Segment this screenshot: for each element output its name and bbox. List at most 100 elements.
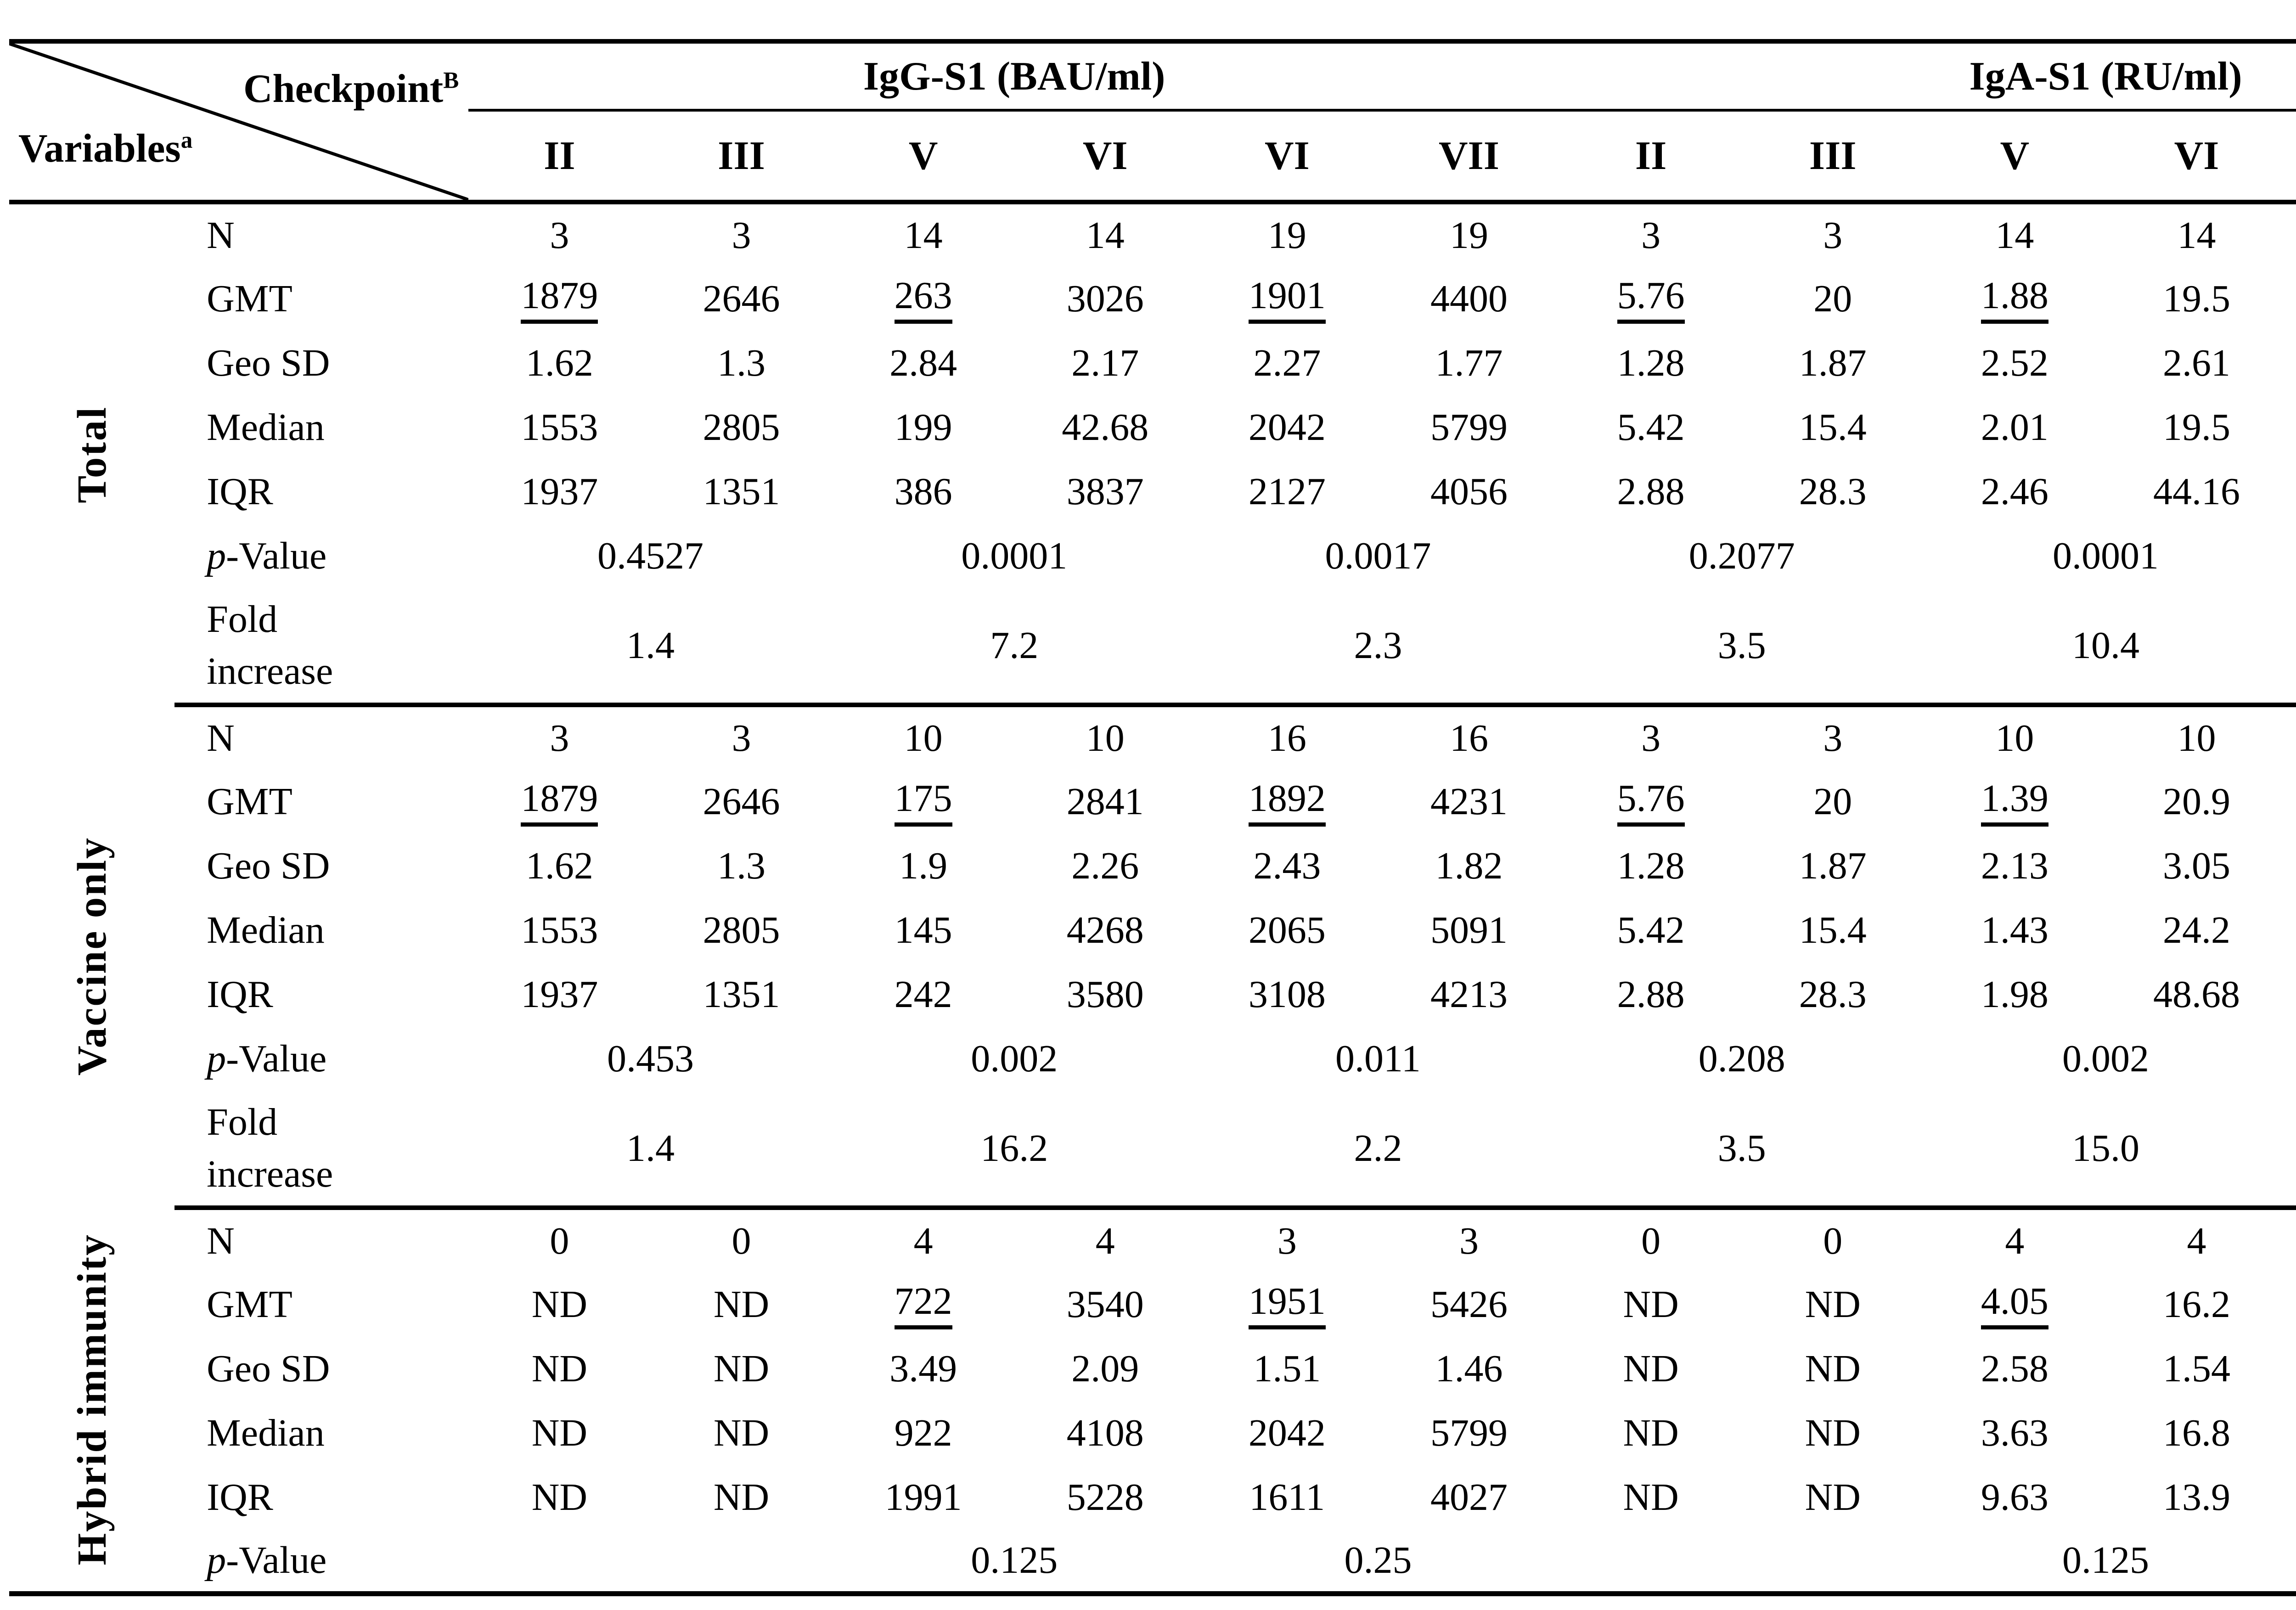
value-cell: 2127 bbox=[1248, 470, 1326, 513]
value-cell: 1553 bbox=[521, 405, 598, 449]
value-cell: 5.76 bbox=[1560, 769, 1742, 833]
gmt-value: 4.05 bbox=[1981, 1281, 2048, 1330]
value-cell: 5.42 bbox=[1617, 405, 1685, 449]
pvalue-cell: 0.208 bbox=[1698, 1037, 1785, 1080]
value-cell: 1.9 bbox=[899, 844, 948, 887]
gmt-value: 19.5 bbox=[2163, 277, 2230, 320]
value-cell: 3 bbox=[1823, 717, 1843, 760]
value-cell: 2.61 bbox=[2163, 341, 2230, 384]
value-cell: 19.5 bbox=[2163, 405, 2230, 449]
value-cell: 199 bbox=[894, 405, 952, 449]
p-rest: -Value bbox=[226, 1538, 327, 1582]
value-cell: 1.43 bbox=[1981, 908, 2048, 951]
value-cell: 2.52 bbox=[1981, 341, 2048, 384]
value-cell: 1.28 bbox=[1617, 341, 1685, 384]
variables-text: Variables bbox=[18, 126, 181, 171]
pvalue-cell bbox=[468, 1529, 832, 1593]
row-label: IQR bbox=[207, 973, 273, 1016]
value-cell: 14.85 bbox=[2288, 962, 2296, 1026]
variables-superscript: a bbox=[180, 127, 193, 153]
column-header: VI bbox=[1014, 110, 1196, 204]
row-label: IQR bbox=[207, 470, 273, 513]
value-cell: 1879 bbox=[468, 769, 650, 833]
value-cell: 5799 bbox=[1430, 405, 1508, 449]
value-cell: 2.09 bbox=[1071, 1347, 1139, 1390]
value-cell: 3837 bbox=[1066, 470, 1144, 513]
fold-cell: 7.2 bbox=[832, 588, 1196, 707]
gmt-value: 1951 bbox=[1248, 1281, 1326, 1330]
value-cell: 1937 bbox=[521, 470, 598, 513]
corner-cell: CheckpointB Variablesa bbox=[9, 41, 469, 204]
value-cell: 1951 bbox=[1196, 1272, 1378, 1336]
value-cell: 2646 bbox=[650, 266, 832, 331]
group-header-iga-s1: IgA-S1 (RU/ml) bbox=[1560, 41, 2296, 112]
value-cell: ND bbox=[713, 1475, 770, 1519]
fold-cell: 15.0 bbox=[1924, 1091, 2288, 1210]
value-cell: 5.42 bbox=[1617, 908, 1685, 951]
fold-cell: 1.4 bbox=[468, 588, 833, 707]
value-cell: 2.88 bbox=[1617, 973, 1685, 1016]
value-cell: 1.51 bbox=[1253, 1347, 1321, 1390]
table-row-fold: Fold increase 1.4 16.2 2.2 3.5 15.0 bbox=[9, 1091, 2296, 1210]
fold-line1: Fold bbox=[207, 597, 278, 641]
value-cell: 2.46 bbox=[1981, 470, 2048, 513]
value-cell: 3 bbox=[1277, 1220, 1297, 1262]
value-cell: 3540 bbox=[1014, 1272, 1196, 1336]
value-cell: 2.58 bbox=[1981, 1347, 2048, 1390]
value-cell: 9.63 bbox=[1981, 1475, 2048, 1519]
table-row-pvalue: p-Value 0.453 0.002 0.011 0.208 0.002 bbox=[9, 1026, 2296, 1091]
value-cell: 1.46 bbox=[1435, 1347, 1503, 1390]
value-cell: 3.49 bbox=[889, 1347, 957, 1390]
fold-cell: 2.3 bbox=[1196, 588, 1560, 707]
value-cell: 4 bbox=[1095, 1220, 1115, 1262]
value-cell: 5228 bbox=[1066, 1475, 1144, 1519]
value-cell: 2.88 bbox=[1617, 470, 1685, 513]
antibody-results-table: CheckpointB Variablesa IgG-S1 (BAU/ml) I… bbox=[9, 39, 2296, 1596]
value-cell: 19.5 bbox=[2105, 266, 2287, 331]
table-row-gmt: GMT 1879 2646 263 3026 1901 4400 5.76 20… bbox=[9, 266, 2296, 331]
value-cell: 2805 bbox=[703, 405, 780, 449]
row-label: Fold increase bbox=[174, 588, 469, 707]
row-label: GMT bbox=[207, 780, 293, 823]
value-cell: 8.95 bbox=[2288, 769, 2296, 833]
value-cell: 1.28 bbox=[1617, 844, 1685, 887]
pvalue-cell bbox=[2288, 1529, 2296, 1593]
gmt-value: ND bbox=[1623, 1283, 1679, 1326]
group-header-igg-s1: IgG-S1 (BAU/ml) bbox=[468, 41, 1560, 112]
value-cell: 16 bbox=[1267, 717, 1306, 760]
value-cell: 2.43 bbox=[1253, 844, 1321, 887]
value-cell: 2042 bbox=[1248, 405, 1326, 449]
column-header: V bbox=[832, 110, 1014, 204]
value-cell: 16.8 bbox=[2163, 1411, 2230, 1454]
column-header: III bbox=[650, 110, 833, 204]
value-cell: 386 bbox=[894, 470, 952, 513]
section-label-text: Vaccine only bbox=[69, 837, 115, 1076]
gmt-value: ND bbox=[713, 1283, 770, 1326]
pvalue-cell: 0.002 bbox=[971, 1037, 1058, 1080]
value-cell: 19 bbox=[1267, 214, 1306, 257]
value-cell: 2065 bbox=[1248, 908, 1326, 951]
value-cell: 3108 bbox=[1248, 973, 1326, 1016]
section-label-text: Total bbox=[69, 406, 115, 503]
row-label: Geo SD bbox=[207, 844, 330, 887]
value-cell: 2.17 bbox=[1071, 341, 1139, 384]
value-cell: 2.13 bbox=[1981, 844, 2048, 887]
value-cell: 145 bbox=[894, 908, 952, 951]
value-cell: 1.98 bbox=[1981, 973, 2048, 1016]
row-label: p-Value bbox=[174, 524, 468, 588]
value-cell: 4.05 bbox=[1924, 1272, 2105, 1336]
pvalue-cell: 0.0001 bbox=[961, 534, 1068, 577]
gmt-value: 5.76 bbox=[1617, 275, 1685, 324]
value-cell: 14 bbox=[2177, 214, 2216, 257]
value-cell: ND bbox=[650, 1272, 832, 1336]
value-cell: ND bbox=[531, 1347, 588, 1390]
checkpoint-label: CheckpointB bbox=[243, 66, 459, 112]
gmt-value: 5426 bbox=[1430, 1283, 1508, 1326]
value-cell: ND bbox=[531, 1411, 588, 1454]
value-cell: 1901 bbox=[1196, 266, 1378, 331]
value-cell: ND bbox=[1805, 1475, 1861, 1519]
table-row-geosd: Geo SD 1.62 1.3 1.9 2.26 2.43 1.82 1.28 … bbox=[9, 833, 2296, 898]
gmt-value: 2646 bbox=[703, 277, 780, 320]
value-cell: ND bbox=[468, 1272, 650, 1336]
